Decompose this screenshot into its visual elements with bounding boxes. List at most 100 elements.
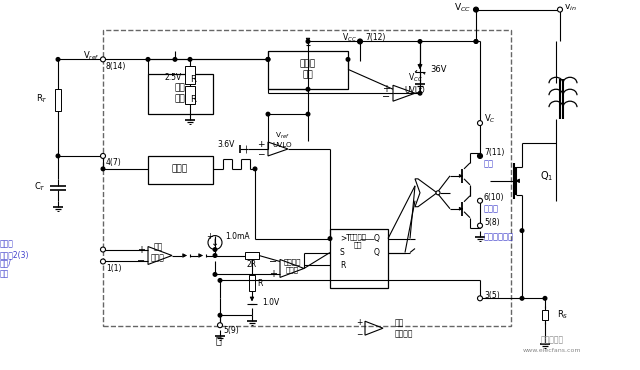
Text: −: − [257,149,265,158]
Text: −: − [356,330,363,339]
Text: R: R [190,75,196,84]
Text: −: − [137,256,145,266]
Circle shape [474,8,478,11]
Text: 2R: 2R [247,260,257,269]
Circle shape [474,40,478,43]
Circle shape [306,112,310,116]
Text: 7(11): 7(11) [484,148,504,158]
Text: +: + [356,318,363,327]
Bar [268,51,348,89]
Text: 地: 地 [215,335,221,345]
Text: R: R [340,261,346,270]
Circle shape [436,191,440,195]
Text: +: + [137,245,145,255]
Circle shape [474,7,479,12]
Text: 电流取样输入: 电流取样输入 [484,232,514,241]
Text: C$_T$: C$_T$ [34,181,46,193]
Circle shape [100,247,106,252]
Text: 输出/
补偿: 输出/ 补偿 [0,259,12,278]
Text: R: R [190,95,196,104]
Text: V$_{ref}$: V$_{ref}$ [83,49,100,62]
Circle shape [188,58,192,61]
Text: V$_{ref}$
UVLO: V$_{ref}$ UVLO [272,130,292,148]
Circle shape [418,40,422,43]
Bar [185,86,195,104]
Circle shape [477,121,483,125]
Text: −: − [269,258,277,268]
Text: R: R [257,279,262,288]
Text: v$_{in}$: v$_{in}$ [564,2,577,13]
Circle shape [100,259,106,264]
Circle shape [218,323,223,328]
Text: 振荡器: 振荡器 [172,164,188,174]
Circle shape [474,40,478,43]
Bar [245,252,259,259]
Circle shape [557,7,563,12]
Text: Q$_1$: Q$_1$ [540,169,554,183]
Circle shape [173,58,177,61]
Text: 2.5V: 2.5V [164,73,182,82]
Circle shape [266,112,270,116]
Circle shape [520,229,524,232]
Text: +: + [382,84,390,94]
Circle shape [218,279,222,282]
Circle shape [146,58,150,61]
Bar [185,66,195,84]
Circle shape [253,167,257,171]
Text: R$_T$: R$_T$ [36,93,48,105]
Circle shape [477,296,483,301]
Circle shape [101,167,105,171]
Text: S: S [340,248,345,257]
Text: V$_{CC}$
UVLO: V$_{CC}$ UVLO [404,72,426,95]
Text: −: − [382,92,390,102]
Text: 电源地: 电源地 [484,204,499,213]
Text: V$_C$: V$_C$ [484,113,496,125]
Circle shape [478,154,482,158]
Circle shape [100,57,106,62]
Circle shape [328,237,332,241]
Text: 3.6V: 3.6V [218,141,235,149]
Circle shape [306,40,310,43]
Circle shape [520,296,524,300]
Circle shape [477,154,483,158]
Text: 36V: 36V [430,65,447,74]
Text: 1.0V: 1.0V [262,298,279,307]
Bar [103,30,511,326]
Bar [55,89,61,111]
Circle shape [56,58,60,61]
Text: 3(5): 3(5) [484,291,500,300]
Text: +: + [269,269,277,279]
Circle shape [213,273,217,276]
Text: 1(1): 1(1) [106,264,122,273]
Text: Q̄: Q̄ [374,248,380,257]
Text: 6(10): 6(10) [484,193,504,202]
Text: >T: >T [340,234,351,243]
Text: 电子发烧友: 电子发烧友 [540,336,564,344]
Text: 1.0mA: 1.0mA [225,232,250,241]
Text: +: + [206,232,213,241]
Circle shape [358,39,362,44]
Circle shape [358,40,362,43]
Text: ↓: ↓ [211,238,219,248]
Circle shape [306,87,310,91]
Circle shape [266,58,270,61]
Text: 参考稳
压器: 参考稳 压器 [300,60,316,79]
Circle shape [543,296,547,300]
Text: 电压反
馈输入2(3): 电压反 馈输入2(3) [0,240,29,259]
Circle shape [477,198,483,203]
Text: 脉宽调制
锁存: 脉宽调制 锁存 [349,233,367,248]
Text: 5(9): 5(9) [223,326,239,335]
Text: 电流检测
比较器: 电流检测 比较器 [284,258,301,273]
Text: 输出: 输出 [484,159,494,168]
Bar [249,275,255,291]
Text: Q: Q [374,234,380,243]
Circle shape [218,313,222,317]
Text: 5(8): 5(8) [484,218,500,227]
Circle shape [266,58,270,61]
Text: 内部
偏置: 内部 偏置 [175,84,186,103]
Bar [330,229,388,288]
Text: 7(12): 7(12) [365,33,385,42]
Text: R$_S$: R$_S$ [557,309,568,322]
Circle shape [477,223,483,228]
Circle shape [213,248,217,251]
